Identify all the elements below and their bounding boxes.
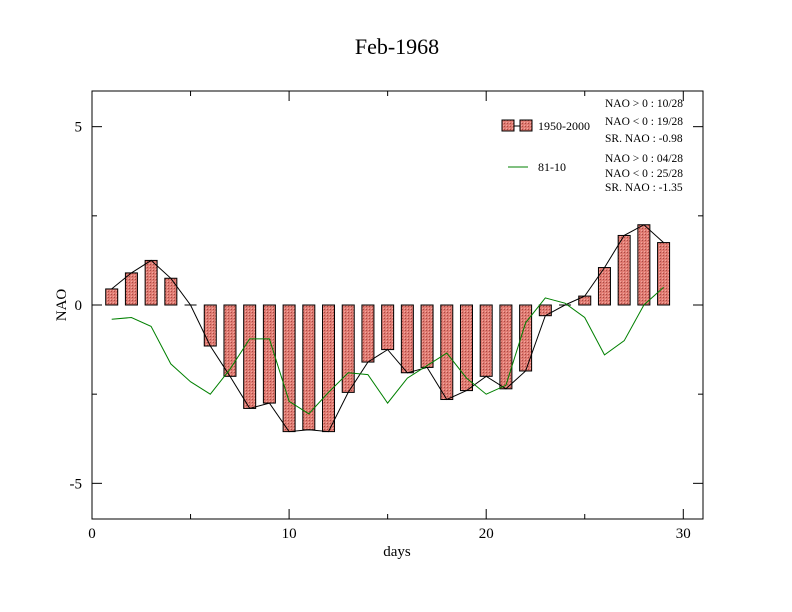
legend-label-bars: 1950-2000 <box>538 119 590 133</box>
y-tick-label: 0 <box>75 298 83 314</box>
bar-day-9 <box>262 304 276 404</box>
x-axis-label: days <box>383 544 411 560</box>
bar-day-20 <box>479 304 493 377</box>
x-tick-label: 10 <box>282 526 297 542</box>
stat-line-neg: NAO < 0 : 25/28 <box>605 168 683 180</box>
bar-day-17 <box>420 304 434 368</box>
stat-bars-pos: NAO > 0 : 10/28 <box>605 98 683 110</box>
stat-bars-sr: SR. NAO : -0.98 <box>605 133 683 145</box>
y-tick-label: 5 <box>75 120 83 136</box>
bar-day-7 <box>223 304 237 377</box>
bar-day-2 <box>124 272 138 306</box>
stat-line-sr: SR. NAO : -1.35 <box>605 182 683 194</box>
y-axis-label: NAO <box>54 289 70 322</box>
legend-label-line: 81-10 <box>538 160 566 174</box>
stat-line-pos: NAO > 0 : 04/28 <box>605 153 683 165</box>
bar-day-1 <box>105 288 119 306</box>
bar-day-12 <box>322 304 336 433</box>
bar-day-22 <box>519 304 533 372</box>
bar-day-14 <box>361 304 375 363</box>
plot-area <box>105 224 671 433</box>
bar-day-13 <box>341 304 355 393</box>
bar-day-18 <box>440 304 454 401</box>
x-tick-label: 0 <box>88 526 96 542</box>
axes: 0 10 20 30 -5 0 5 <box>70 91 703 542</box>
y-tick-label: -5 <box>70 476 83 492</box>
bar-day-15 <box>381 304 395 351</box>
bar-day-4 <box>164 277 178 306</box>
series-1950-2000-line <box>111 224 664 433</box>
legend-swatch-bars-1 <box>501 119 515 132</box>
stat-bars-neg: NAO < 0 : 19/28 <box>605 116 683 128</box>
bar-day-23 <box>538 304 552 317</box>
stats-block: NAO > 0 : 10/28 NAO < 0 : 19/28 SR. NAO … <box>605 98 683 194</box>
bar-day-29 <box>657 242 671 306</box>
bar-day-3 <box>144 259 158 306</box>
bar-day-6 <box>203 304 217 347</box>
legend-swatch-bars-2 <box>519 119 533 132</box>
bar-day-8 <box>243 304 257 409</box>
x-tick-label: 30 <box>676 526 691 542</box>
bar-day-21 <box>499 304 513 390</box>
bar-day-27 <box>617 234 631 306</box>
bar-day-28 <box>637 224 651 306</box>
bar-day-25 <box>578 295 592 306</box>
bar-day-10 <box>282 304 296 433</box>
series-81-10-line <box>111 286 664 415</box>
x-tick-label: 20 <box>479 526 494 542</box>
bar-day-16 <box>400 304 414 374</box>
legend: 1950-2000 81-10 <box>501 119 590 174</box>
chart-title: Feb-1968 <box>355 34 439 59</box>
